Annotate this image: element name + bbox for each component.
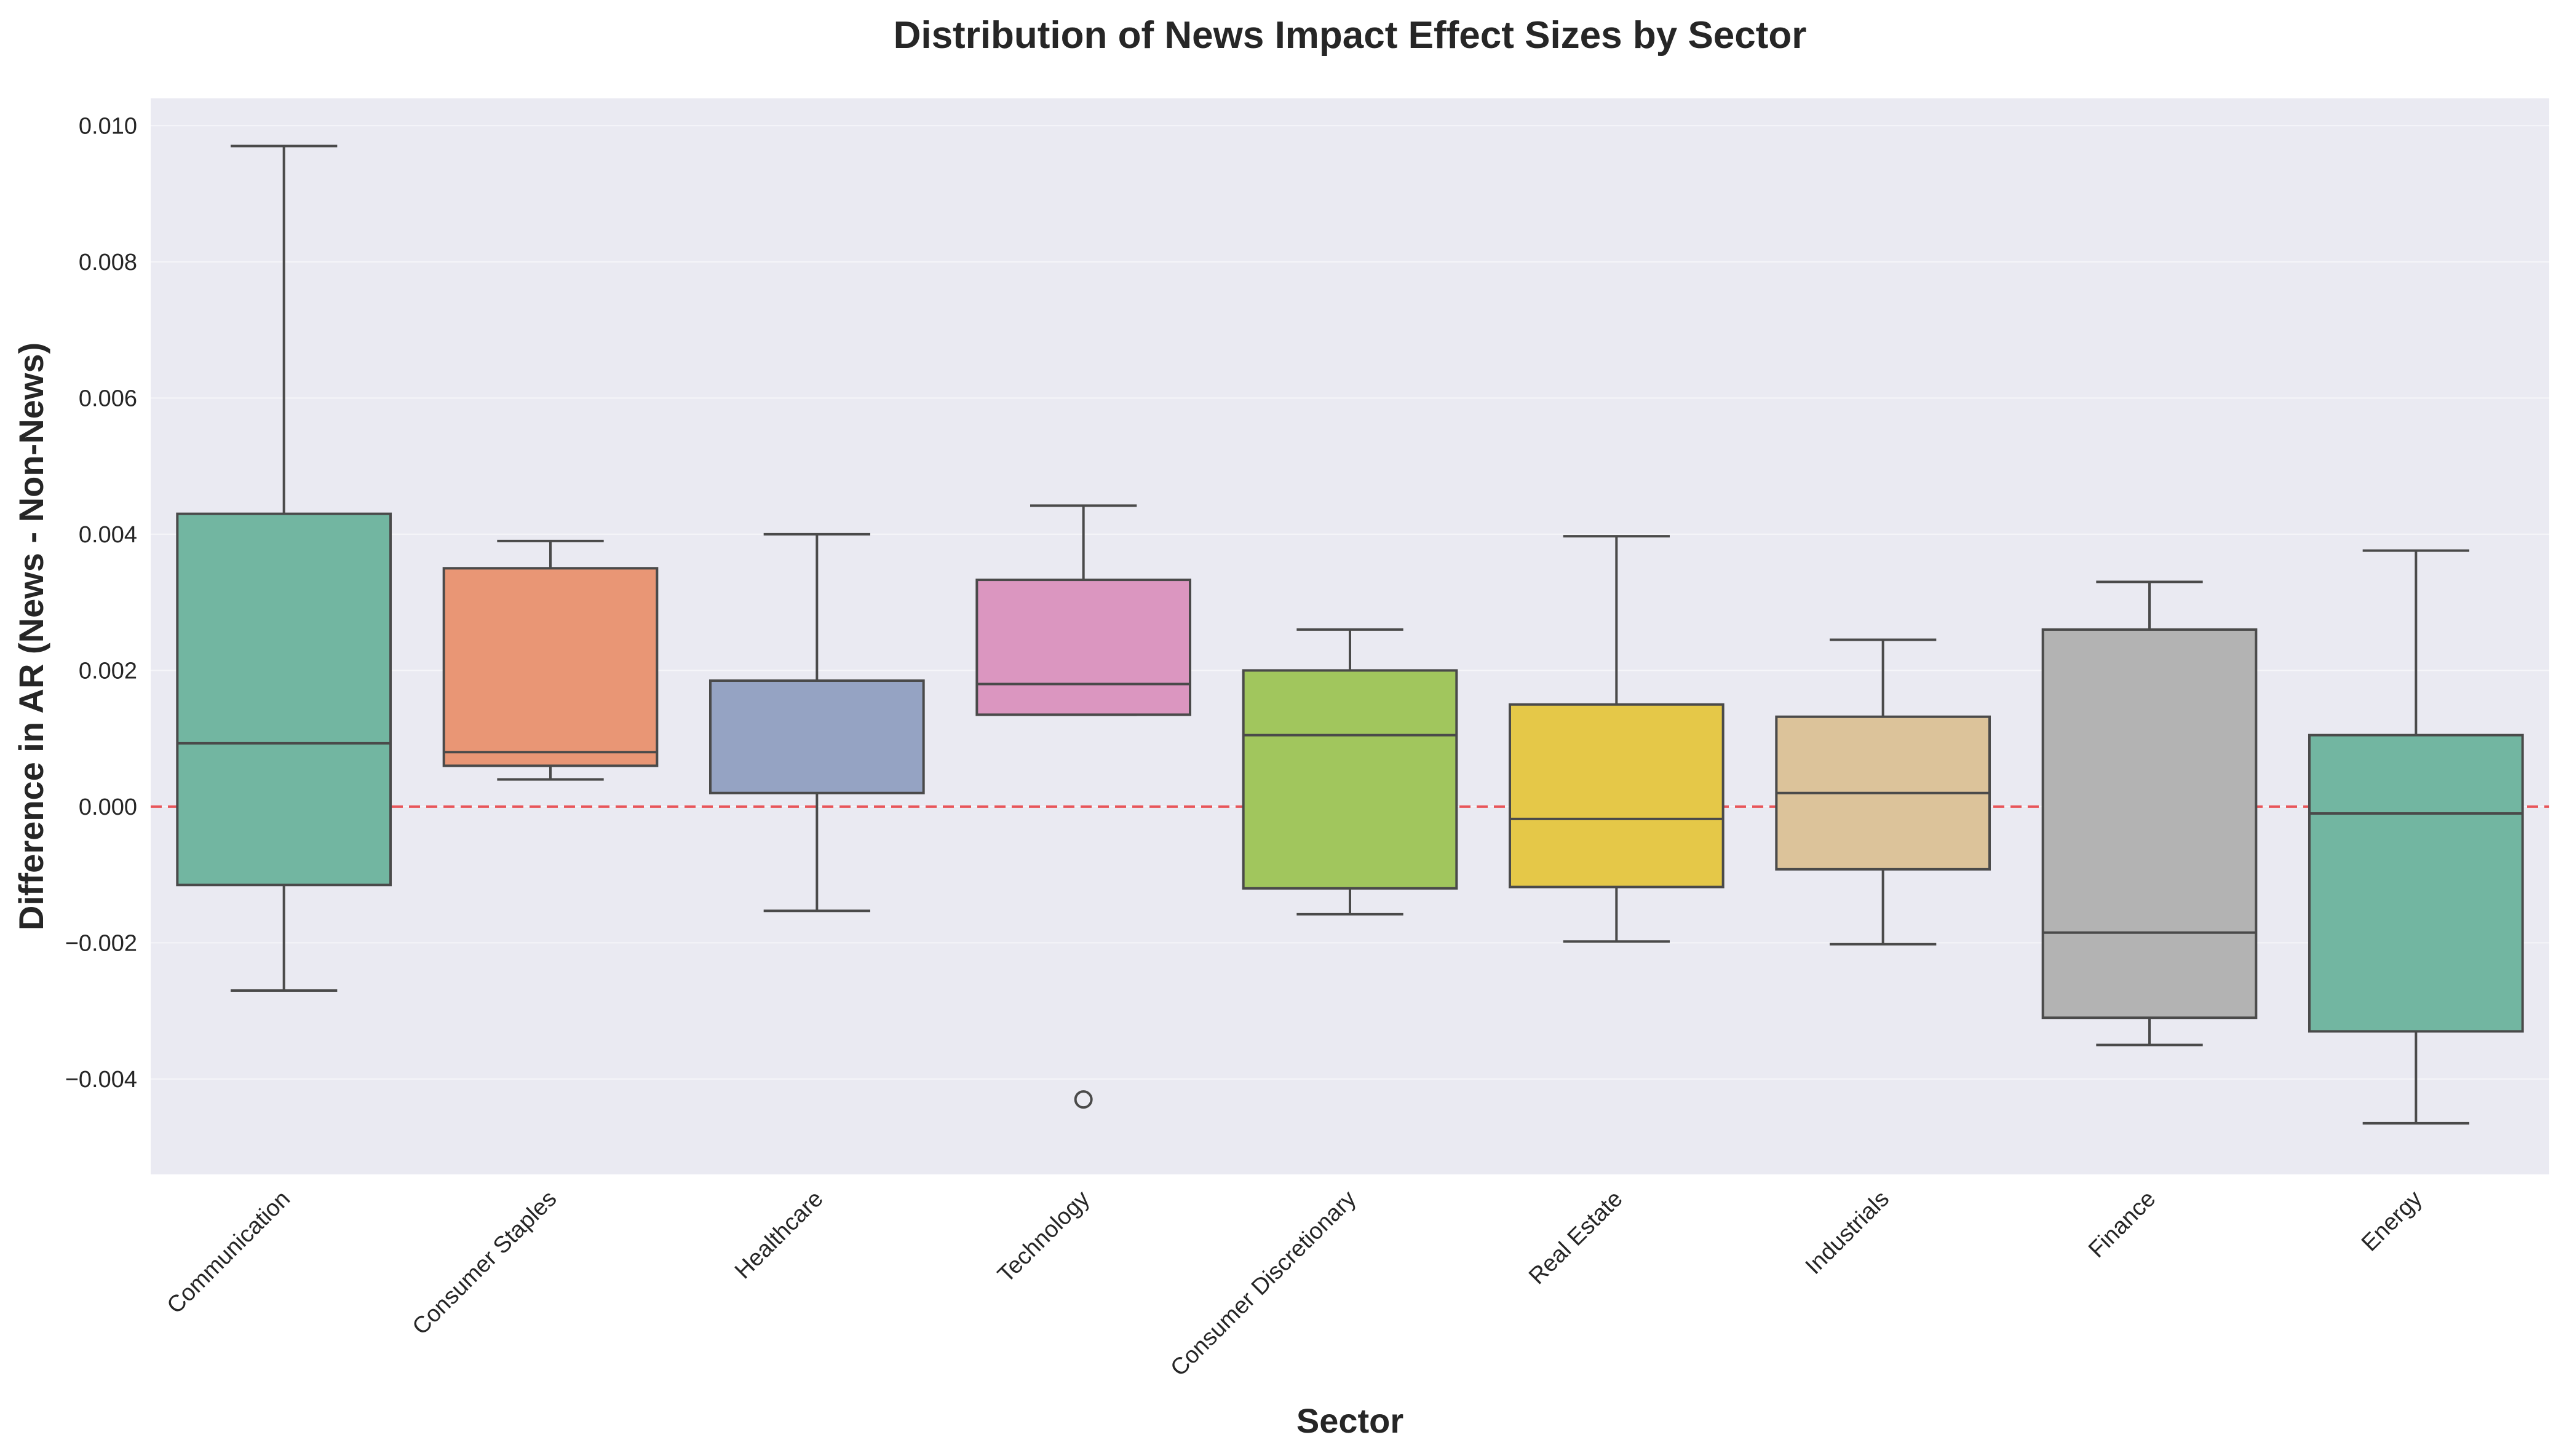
box-healthcare — [709, 532, 925, 912]
iqr-box — [1242, 669, 1458, 890]
y-tick-label: 0.000 — [79, 794, 137, 820]
iqr-box — [176, 512, 392, 887]
y-tick-label: 0.002 — [79, 658, 137, 684]
iqr-box — [975, 579, 1192, 716]
x-axis-label: Sector — [1296, 1401, 1403, 1440]
y-axis-label: Difference in AR (News - Non-News) — [12, 342, 50, 930]
x-tick-label: Consumer Discretionary — [1165, 1186, 1361, 1382]
iqr-box — [1509, 703, 1725, 888]
x-tick-label: Finance — [2084, 1186, 2161, 1263]
iqr-box — [2041, 628, 2258, 1019]
iqr-box — [442, 567, 659, 767]
x-tick-label: Industrials — [1801, 1186, 1894, 1280]
y-tick-label: −0.004 — [65, 1067, 137, 1093]
iqr-box — [2308, 734, 2524, 1033]
x-tick-label: Consumer Staples — [408, 1186, 562, 1340]
box-technology — [975, 504, 1192, 1109]
iqr-box — [709, 679, 925, 794]
box-consumer-staples — [442, 539, 659, 781]
box-finance — [2041, 580, 2258, 1046]
y-tick-label: 0.010 — [79, 113, 137, 139]
outlier-point — [1074, 1090, 1093, 1109]
box-real-estate — [1509, 535, 1725, 943]
box-consumer-discretionary — [1242, 628, 1458, 916]
y-tick-label: −0.002 — [65, 930, 137, 956]
x-tick-label: Technology — [993, 1186, 1095, 1288]
box-energy — [2308, 549, 2524, 1125]
box-industrials — [1775, 638, 1991, 946]
y-axis-ticks: −0.004 −0.002 0.000 0.002 0.004 0.006 0.008 0.0… — [65, 113, 137, 1093]
chart-title: Distribution of News Impact Effect Sizes… — [894, 14, 1807, 57]
x-tick-label: Healthcare — [730, 1186, 828, 1284]
x-tick-label: Communication — [162, 1186, 295, 1319]
y-tick-label: 0.008 — [79, 250, 137, 275]
y-tick-label: 0.006 — [79, 386, 137, 411]
boxes — [176, 144, 2524, 1125]
x-axis-ticks: Communication Consumer Staples Healthcare T… — [162, 1186, 2427, 1382]
box-communication — [176, 144, 392, 992]
y-tick-label: 0.004 — [79, 522, 137, 548]
x-tick-label: Real Estate — [1524, 1186, 1628, 1290]
x-tick-label: Energy — [2357, 1186, 2427, 1257]
